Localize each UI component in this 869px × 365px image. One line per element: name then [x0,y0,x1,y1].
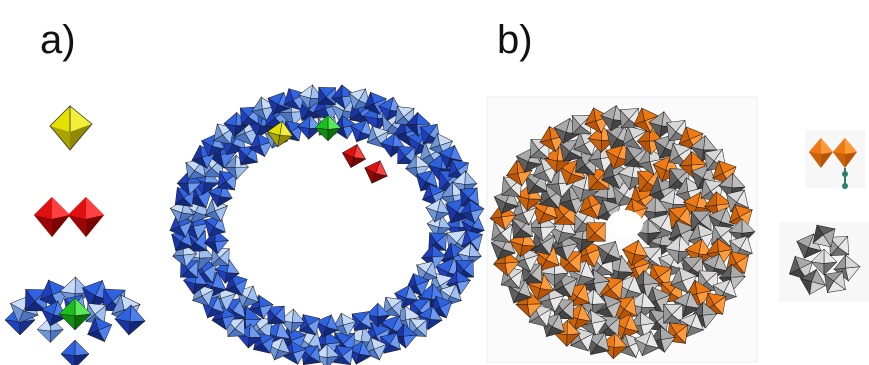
grey-pentagonal-unit [779,222,869,302]
blue-octahedron [279,308,306,334]
yellow-octahedron [266,120,294,148]
blue-octahedron [114,304,146,336]
panel-a-label: a) [40,18,76,62]
blue-octahedron [317,86,337,106]
orange-octahedron [636,126,665,156]
panel-b-label: b) [497,18,533,62]
blue-octahedron [396,145,416,165]
blue-octahedron [266,305,286,325]
blue-octahedron [405,154,431,180]
blue-octahedron [204,198,229,223]
red-dimer-unit [34,197,104,237]
blue-octahedron [225,273,248,297]
green-octahedron [314,114,342,142]
blue-octahedron [348,88,371,111]
green-pentagon-center [58,297,92,331]
grey-octahedron [812,224,836,248]
keplerate-sphere-cluster [486,96,758,363]
blue-octahedron [298,313,321,336]
grey-octahedron [700,178,724,202]
grey-octahedron [663,303,684,324]
grey-octahedron [810,248,838,276]
grey-octahedron [823,270,847,294]
pentagonal-unit-cluster [4,276,146,365]
blue-wheel-cluster [169,84,485,365]
yellow-octahedron-unit [49,105,93,151]
blue-octahedron [296,114,323,140]
blue-octahedron [249,132,274,158]
grey-octahedron [701,253,729,280]
blue-octahedron [429,132,454,157]
central-pore [607,210,643,238]
blue-octahedron [203,228,229,255]
grey-octahedron [799,268,827,296]
red-octahedron [364,160,389,184]
blue-octahedron [183,269,209,295]
blue-octahedron [366,125,390,149]
orange-octahedron [678,125,704,152]
orange-octahedron [584,107,611,134]
blue-octahedron [283,87,306,111]
grey-octahedron [597,240,622,265]
orange-linker-unit [805,130,865,189]
blue-octahedron [223,154,249,180]
blue-octahedron [236,285,260,309]
orange-octahedron [586,222,606,242]
blue-octahedron [350,119,374,143]
grey-octahedron [633,330,660,357]
orange-octahedron [613,296,638,320]
grey-octahedron [788,255,814,281]
grey-octahedron [507,279,532,304]
grey-octahedron [490,235,516,261]
blue-octahedron [405,272,430,297]
blue-octahedron [392,323,418,349]
blue-octahedron [315,314,339,338]
orange-octahedron [621,239,649,266]
blue-octahedron [459,199,485,224]
blue-octahedron [330,84,356,110]
orange-octahedron [559,159,586,186]
blue-octahedron [425,198,451,223]
blue-octahedron [60,339,90,365]
blue-octahedron [211,247,230,267]
blue-octahedron [87,316,113,343]
red-octahedron [341,143,367,169]
blue-octahedron [191,144,216,169]
